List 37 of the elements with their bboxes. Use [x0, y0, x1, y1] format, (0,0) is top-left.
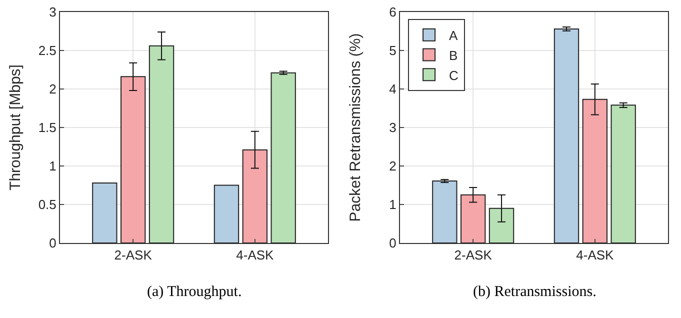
bar: [92, 182, 118, 243]
y-tick-label: 4: [389, 82, 396, 97]
legend-label: A: [449, 28, 458, 43]
bar: [242, 149, 268, 243]
y-tick-label: 5: [389, 43, 396, 58]
y-tick-label: 1.5: [38, 120, 56, 136]
y-tick-label: 2: [389, 158, 396, 174]
bar: [554, 28, 580, 243]
text: (b) Retransmissions.: [473, 284, 596, 300]
y-tick-label: 2: [49, 82, 56, 97]
bar: [148, 45, 174, 243]
x-tick-label: 2-ASK: [114, 248, 152, 263]
y-tick-label: 0: [389, 236, 396, 251]
y-tick-label: 0: [49, 236, 56, 251]
bar: [610, 104, 636, 243]
y-axis-title: Throughput [Mbps]: [7, 64, 24, 190]
text: (a) Throughput.: [147, 284, 242, 300]
bar: [460, 194, 486, 243]
bar: [270, 72, 296, 243]
x-tick-label: 2-ASK: [454, 248, 492, 263]
y-tick-label: 1: [389, 197, 396, 212]
legend-label: C: [449, 68, 458, 83]
y-tick-label: 3: [49, 4, 56, 20]
bar: [488, 208, 514, 243]
y-tick-label: 3: [389, 120, 396, 136]
y-axis-title: Packet Retransmissions (%): [347, 33, 364, 222]
bar: [214, 184, 240, 243]
x-tick-label: 4-ASK: [236, 248, 274, 263]
x-tick-label: 4-ASK: [576, 248, 614, 263]
bar: [120, 76, 146, 243]
legend-label: B: [449, 48, 458, 63]
y-tick-label: 2.5: [38, 43, 56, 58]
y-tick-label: 0.5: [38, 197, 56, 212]
bar: [432, 180, 458, 243]
y-tick-label: 6: [389, 4, 396, 20]
y-tick-label: 1: [49, 158, 56, 174]
bar: [582, 98, 608, 243]
